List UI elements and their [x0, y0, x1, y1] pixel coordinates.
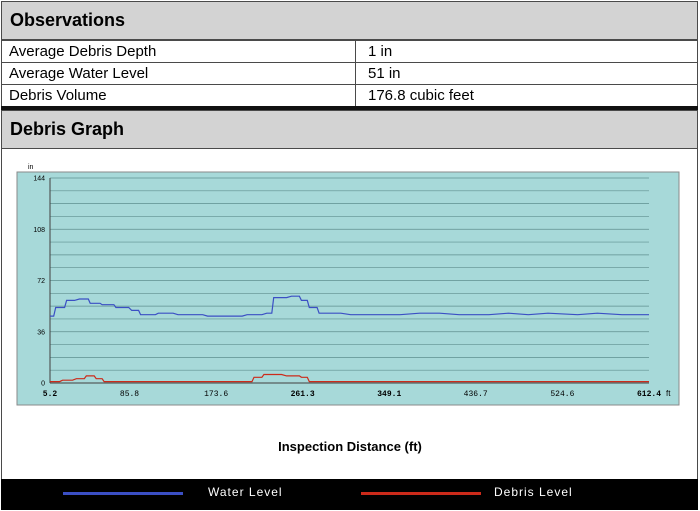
- x-tick-label: 85.8: [120, 390, 139, 399]
- x-tick-label: 349.1: [377, 390, 401, 399]
- observation-value: 51 in: [355, 62, 698, 85]
- y-unit-label: in: [28, 164, 34, 171]
- debris-level-series-line: [50, 373, 649, 383]
- debris-level-legend-swatch: [361, 492, 481, 495]
- x-tick-label: 173.6: [204, 390, 228, 399]
- legend: Water Level Debris Level: [1, 479, 698, 510]
- y-tick-label: 0: [41, 381, 45, 388]
- x-tick-label: 436.7: [464, 390, 488, 399]
- plot-background: [16, 171, 680, 406]
- debris-graph-header: Debris Graph: [1, 110, 698, 149]
- debris-chart: in 0 36 72 108 144 5.2 85.8 173.6 261.3 349.1 436.7…: [16, 164, 680, 406]
- observations-header: Observations: [1, 1, 698, 40]
- observations-table: Average Debris Depth 1 in Average Water …: [1, 40, 698, 107]
- x-axis-label: Inspection Distance (ft): [278, 439, 422, 454]
- section-divider: [1, 106, 698, 110]
- debris-level-legend-label: Debris Level: [494, 485, 573, 499]
- y-tick-label: 36: [37, 329, 45, 336]
- x-tick-label: 5.2: [43, 390, 58, 399]
- observation-label: Average Water Level: [1, 62, 356, 85]
- x-tick-label: 612.4: [637, 390, 661, 399]
- table-row: Debris Volume 176.8 cubic feet: [1, 84, 698, 107]
- y-tick-label: 108: [33, 227, 45, 234]
- water-level-legend-swatch: [63, 492, 183, 495]
- y-tick-label: 72: [37, 278, 45, 285]
- x-unit-label: ft: [666, 389, 671, 398]
- observation-value: 176.8 cubic feet: [355, 84, 698, 107]
- y-tick-label: 144: [33, 176, 45, 183]
- table-row: Average Debris Depth 1 in: [1, 40, 698, 63]
- observation-value: 1 in: [355, 40, 698, 63]
- observation-label: Average Debris Depth: [1, 40, 356, 63]
- water-level-series-line: [50, 295, 649, 317]
- table-row: Average Water Level 51 in: [1, 62, 698, 85]
- water-level-legend-label: Water Level: [208, 485, 283, 499]
- x-tick-label: 261.3: [291, 390, 315, 399]
- observation-label: Debris Volume: [1, 84, 356, 107]
- x-tick-label: 524.6: [550, 390, 574, 399]
